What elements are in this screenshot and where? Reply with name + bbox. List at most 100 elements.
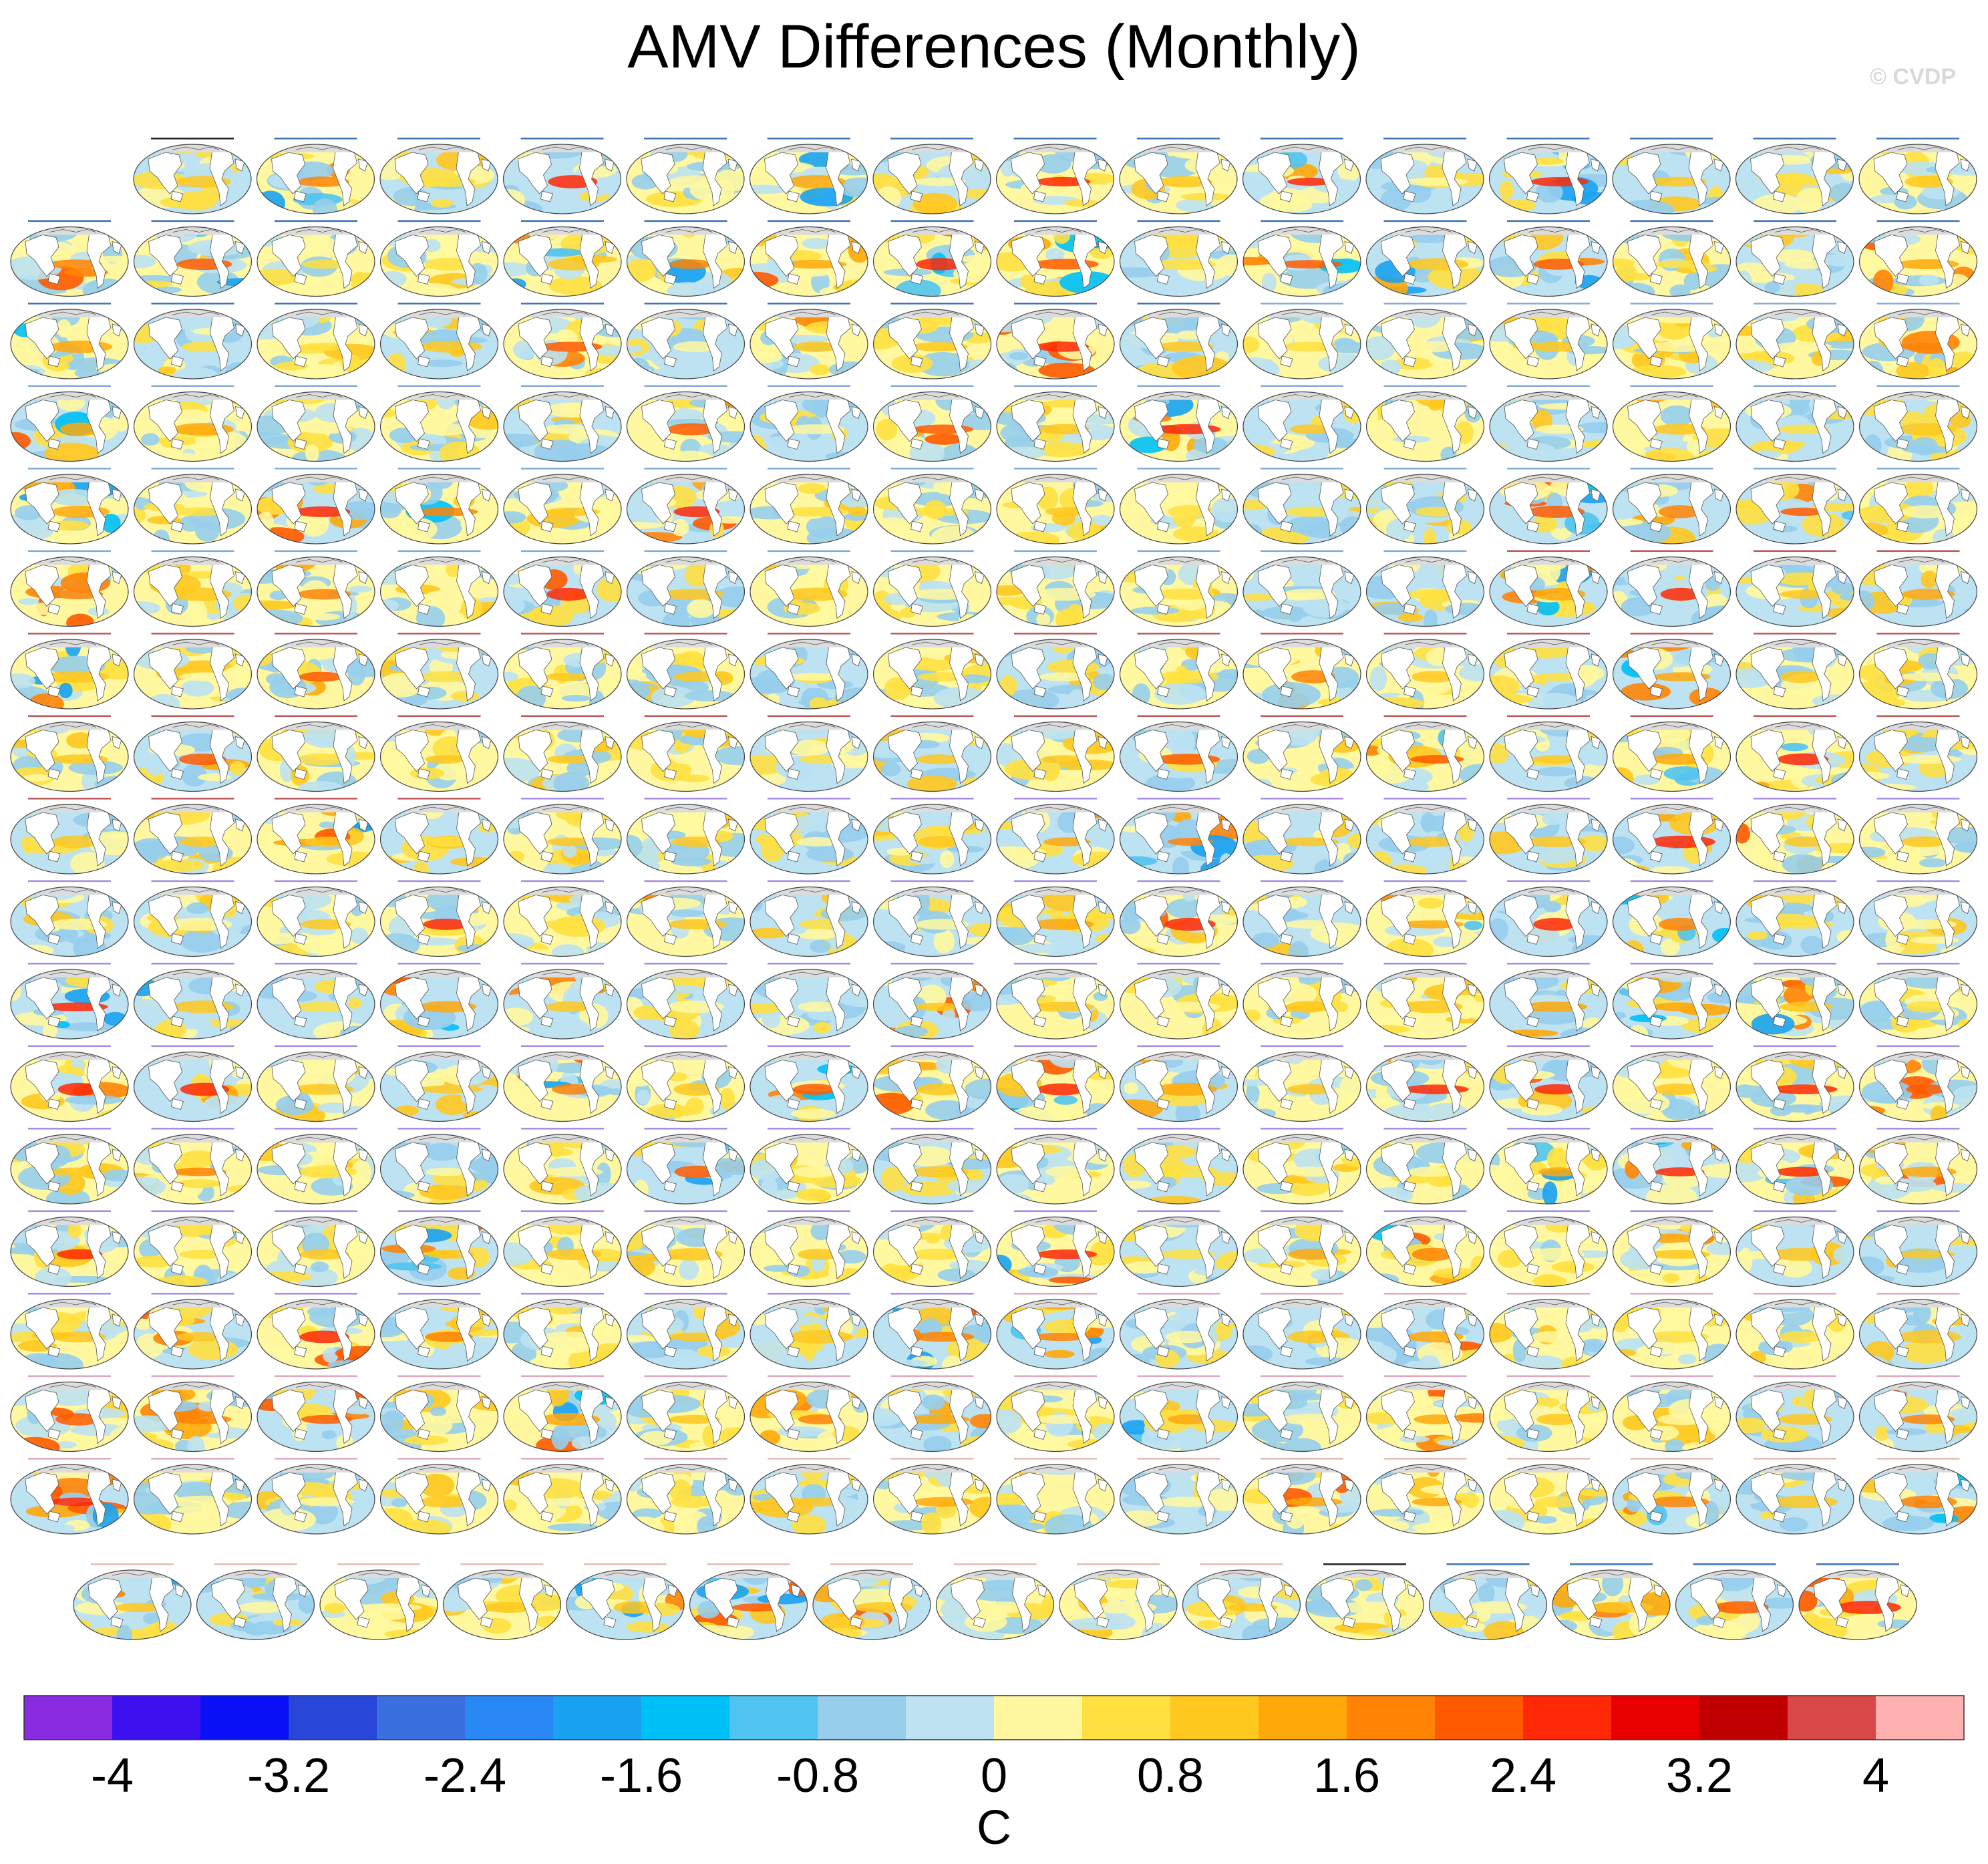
map-outline — [750, 1299, 868, 1370]
map-outline — [996, 1216, 1115, 1287]
map-panel — [133, 963, 253, 1040]
panel-label — [28, 1375, 111, 1378]
panel-label — [1754, 550, 1836, 553]
panel-label — [1137, 880, 1220, 883]
map-outline — [257, 309, 375, 379]
map-panel — [133, 303, 253, 379]
map-outline — [1735, 1134, 1854, 1205]
map-outline — [1119, 226, 1238, 297]
panel-label — [644, 798, 727, 800]
panel-label — [275, 963, 357, 965]
map-outline — [1735, 1381, 1854, 1452]
panel-label — [151, 1210, 234, 1213]
map-outline — [872, 639, 992, 710]
map-panel — [73, 1563, 192, 1640]
map-outline — [379, 969, 499, 1040]
map-panel — [133, 1293, 253, 1370]
panel-label — [275, 633, 357, 635]
panel-label — [397, 385, 481, 387]
map-outline — [1365, 1464, 1485, 1535]
map-outline — [1735, 969, 1854, 1040]
map-outline — [1735, 309, 1854, 379]
colorbar-segment — [641, 1696, 730, 1740]
panel-label — [1014, 1375, 1097, 1378]
map-outline — [1612, 226, 1731, 297]
map-outline — [1858, 1216, 1978, 1287]
map-outline — [872, 1381, 992, 1452]
panel-label — [1630, 138, 1713, 140]
panel-label — [28, 220, 111, 222]
map-panel — [379, 798, 499, 875]
map-outline — [1119, 474, 1238, 545]
colorbar-segment — [906, 1696, 995, 1740]
map-panel — [872, 468, 992, 545]
panel-label — [521, 1375, 604, 1378]
panel-label — [1014, 798, 1097, 800]
panel-label — [1507, 633, 1590, 635]
map-panel — [996, 468, 1115, 545]
colorbar-segment — [1523, 1696, 1612, 1740]
map-panel — [996, 798, 1115, 875]
map-outline — [1242, 556, 1361, 627]
map-panel — [1735, 633, 1854, 710]
map-outline — [996, 474, 1115, 545]
map-outline — [1489, 1299, 1608, 1370]
panel-label — [151, 138, 234, 140]
map-outline — [996, 1299, 1115, 1370]
map-outline — [1489, 309, 1608, 379]
map-outline — [1612, 639, 1731, 710]
panel-label — [28, 385, 111, 387]
map-panel — [626, 963, 746, 1040]
map-outline — [1305, 1569, 1424, 1640]
panel-label — [521, 1210, 604, 1213]
map-outline — [1365, 969, 1485, 1040]
map-outline — [1552, 1569, 1671, 1640]
map-outline — [1119, 1381, 1238, 1452]
panel-label — [397, 138, 480, 140]
panel-label — [1754, 468, 1836, 470]
map-outline — [1365, 556, 1485, 627]
map-outline — [1365, 309, 1485, 379]
panel-label — [768, 880, 850, 883]
colorbar-frame — [23, 1695, 1965, 1740]
map-outline — [872, 721, 992, 792]
map-outline — [1119, 721, 1238, 792]
panel-label — [275, 715, 357, 718]
map-outline — [872, 1134, 992, 1205]
colorbar-tick-label: -2.4 — [424, 1749, 506, 1803]
map-outline — [1612, 1299, 1731, 1370]
map-panel — [1242, 468, 1361, 545]
map-panel — [1119, 715, 1238, 792]
map-panel — [1612, 1128, 1731, 1205]
map-panel — [1119, 1375, 1238, 1452]
map-outline — [1735, 144, 1854, 214]
panel-label — [1507, 385, 1590, 387]
panel-label — [397, 1293, 481, 1295]
map-outline — [133, 1381, 253, 1452]
panel-label — [890, 1045, 974, 1048]
panel-label — [1507, 880, 1590, 883]
map-panel — [1735, 303, 1854, 379]
panel-label — [28, 633, 111, 635]
map-outline — [1489, 391, 1608, 462]
map-outline — [379, 309, 499, 379]
panel-label — [1383, 715, 1467, 718]
panel-label — [1137, 1458, 1220, 1460]
panel-label — [520, 138, 604, 140]
panel-label — [1383, 138, 1466, 140]
map-outline — [750, 226, 868, 297]
map-outline — [1858, 309, 1978, 379]
panel-label — [644, 1458, 727, 1460]
map-panel — [996, 633, 1115, 710]
map-panel — [1612, 303, 1731, 379]
map-outline — [1119, 1051, 1238, 1122]
panel-label — [1014, 880, 1097, 883]
panel-label — [1876, 963, 1960, 965]
panel-label — [1754, 715, 1836, 718]
map-outline — [133, 144, 252, 214]
map-outline — [626, 721, 746, 792]
map-outline — [626, 556, 746, 627]
panel-label — [1876, 1128, 1960, 1130]
map-outline — [10, 1299, 129, 1370]
map-panel — [10, 1293, 129, 1370]
